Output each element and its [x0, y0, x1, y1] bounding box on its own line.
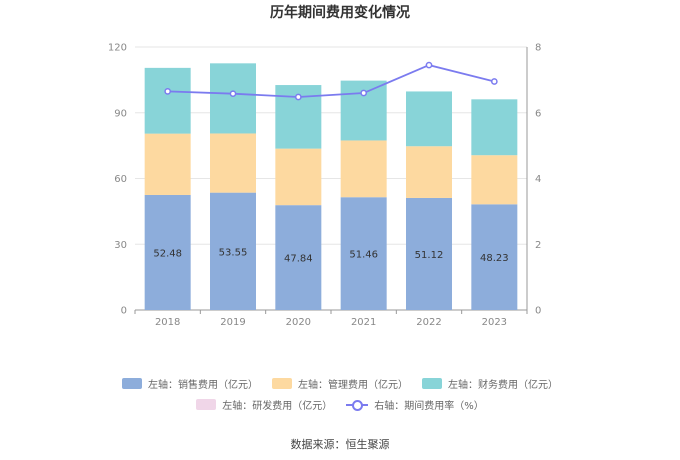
x-axis-tick-label: 2022: [416, 317, 441, 328]
legend-item-sales[interactable]: 左轴：销售费用（亿元）: [122, 376, 258, 391]
rate-line: [164, 61, 498, 101]
bar-admin: [275, 148, 322, 206]
point-rate: [425, 61, 433, 69]
legend-label: 左轴：财务费用（亿元）: [448, 380, 558, 391]
legend-item-admin[interactable]: 左轴：管理费用（亿元）: [272, 376, 408, 391]
bars: [144, 63, 518, 310]
right-axis-tick-label: 2: [535, 240, 541, 251]
grid: [135, 46, 527, 245]
chart-title: 历年期间费用变化情况: [270, 4, 410, 21]
x-axis-tick-label: 2020: [286, 317, 311, 328]
legend-item-rnd[interactable]: 左轴：研发费用（亿元）: [196, 397, 332, 412]
source-note: 数据来源：恒生聚源: [290, 438, 390, 451]
x-axis-tick-label: 2023: [482, 317, 507, 328]
bar-sales: [275, 205, 322, 310]
bar-finance: [340, 80, 387, 141]
point-rate: [490, 78, 498, 85]
axes: 0 30 60 90 120 0 2 4 6 8 2018 2019 2020 2021 2022 2023: [108, 43, 541, 329]
right-axis-tick-label: 4: [535, 174, 541, 185]
legend-swatch: [272, 378, 292, 389]
bar-admin: [144, 133, 191, 195]
point-rate: [164, 88, 172, 95]
legend-label: 左轴：管理费用（亿元）: [298, 380, 408, 391]
bar-admin: [340, 140, 387, 198]
right-axis-tick-label: 0: [535, 306, 541, 317]
point-rate: [229, 90, 237, 98]
legend-label: 左轴：销售费用（亿元）: [148, 380, 258, 391]
bar-sales: [210, 192, 256, 310]
legend-label: 右轴：期间费用率（%）: [374, 401, 484, 412]
point-rate: [360, 89, 368, 97]
data-label: 51.12: [415, 250, 444, 261]
data-label: 47.84: [284, 254, 313, 265]
line-rate: [167, 64, 495, 98]
bar-sales: [471, 204, 518, 310]
bar-finance: [471, 99, 518, 156]
legend-swatch: [196, 399, 217, 410]
legend-label: 左轴：研发费用（亿元）: [222, 401, 333, 412]
x-axis-tick-label: 2021: [351, 317, 376, 328]
bar-finance: [210, 63, 256, 134]
legend-swatch: [346, 399, 369, 411]
x-axis-tick-label: 2019: [220, 317, 245, 328]
legend-row: 左轴：销售费用（亿元） 左轴：管理费用（亿元） 左轴：财务费用（亿元）: [0, 376, 680, 391]
bar-sales: [340, 197, 387, 310]
legend: 左轴：销售费用（亿元） 左轴：管理费用（亿元） 左轴：财务费用（亿元） 左轴：研发费…: [0, 376, 680, 418]
chart: 历年期间费用变化情况 0 30 60 90 120 0 2 4 6 8 2018 2019 2020 20…: [108, 4, 541, 329]
data-label: 52.48: [153, 248, 182, 259]
bar-sales: [406, 197, 452, 310]
legend-item-rate[interactable]: 右轴：期间费用率（%）: [346, 397, 484, 412]
data-label: 53.55: [219, 247, 248, 258]
legend-item-finance[interactable]: 左轴：财务费用（亿元）: [422, 376, 558, 391]
point-rate: [294, 93, 302, 101]
x-axis-tick-label: 2018: [155, 317, 180, 328]
bar-admin: [471, 155, 518, 205]
bar-finance: [144, 67, 191, 134]
left-axis-tick-label: 30: [114, 240, 127, 251]
left-axis-tick-label: 0: [121, 306, 127, 317]
data-label: 51.46: [349, 250, 378, 261]
bar-finance: [406, 91, 452, 147]
left-axis-tick-label: 120: [108, 43, 127, 54]
legend-swatch: [422, 378, 442, 389]
bar-admin: [406, 146, 452, 198]
data-labels: 52.48 53.55 47.84 51.46 51.12 48.23: [153, 247, 508, 264]
left-axis-tick-label: 60: [114, 174, 127, 185]
left-axis-tick-label: 90: [114, 108, 127, 119]
legend-row: 左轴：研发费用（亿元） 右轴：期间费用率（%）: [0, 397, 680, 412]
data-label: 48.23: [480, 253, 509, 264]
right-axis-tick-label: 6: [535, 108, 541, 119]
bar-admin: [210, 133, 256, 193]
right-axis-tick-label: 8: [535, 43, 541, 54]
bar-sales: [144, 194, 191, 310]
legend-swatch: [122, 378, 142, 389]
